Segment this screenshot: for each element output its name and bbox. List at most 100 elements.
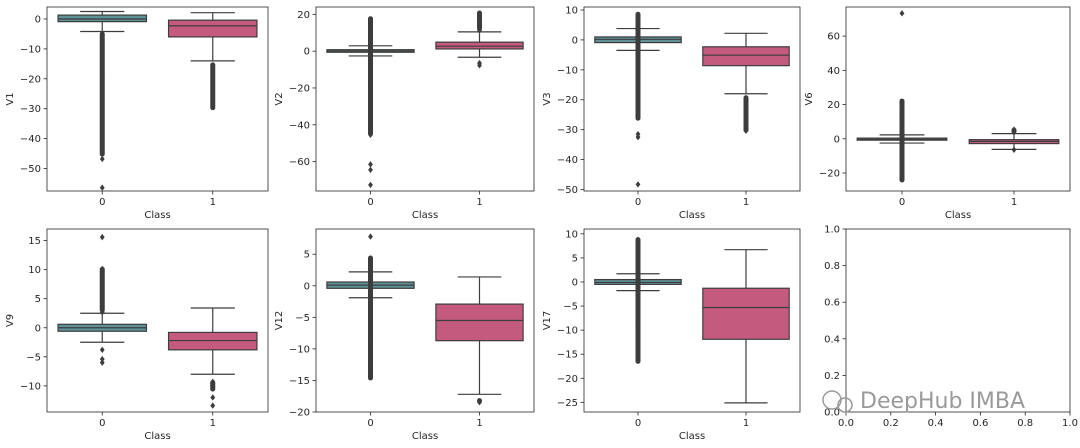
y-tick-label: −10	[557, 326, 578, 337]
outlier-marker	[99, 303, 105, 310]
box-class-0	[57, 10, 148, 191]
outlier-marker	[99, 82, 105, 89]
y-tick-label: 5	[35, 294, 41, 305]
x-tick-label: 0.4	[928, 418, 944, 429]
y-tick-label: −20	[819, 169, 840, 180]
outlier-point	[368, 166, 373, 174]
y-axis-label: V12	[274, 311, 285, 331]
box-class-1	[968, 126, 1060, 153]
outlier-marker	[899, 150, 905, 158]
y-axis-label: V1	[5, 92, 16, 105]
outlier-marker	[635, 317, 641, 325]
outlier-marker	[368, 20, 373, 27]
y-tick-label: 0	[572, 277, 578, 288]
outlier-marker	[635, 62, 641, 69]
outlier-marker	[743, 100, 749, 107]
box-iqr	[702, 287, 790, 340]
box-class-0	[57, 233, 148, 366]
watermark: DeepHub IMBA	[822, 389, 1025, 414]
outlier-marker	[368, 373, 373, 380]
x-tick-label: 0	[99, 197, 105, 208]
outlier-marker	[99, 268, 105, 275]
box-iqr	[435, 303, 524, 342]
box-class-0	[326, 16, 415, 189]
x-tick-label: 0	[899, 197, 905, 208]
box-class-0	[594, 236, 682, 364]
x-axis-label: Class	[144, 431, 170, 442]
outlier-marker	[368, 123, 373, 131]
y-tick-label: 0	[304, 281, 310, 292]
y-tick-label: 0.0	[824, 408, 840, 419]
outlier-marker	[899, 101, 905, 109]
outlier-marker	[635, 308, 641, 316]
outlier-point	[99, 233, 105, 241]
x-axis-label: Class	[679, 210, 705, 221]
outlier-point	[899, 10, 905, 17]
outlier-point	[1011, 146, 1017, 153]
outlier-marker	[635, 44, 641, 51]
x-axis-label: Class	[144, 210, 170, 221]
axes-frame	[315, 6, 535, 192]
y-tick-label: −5	[26, 352, 41, 363]
outlier-marker	[635, 110, 641, 118]
y-axis-label: V3	[542, 92, 553, 105]
y-tick-label: −20	[289, 408, 310, 419]
outlier-marker	[368, 31, 373, 38]
x-tick-label: 0.0	[838, 418, 854, 429]
watermark-text: DeepHub IMBA	[860, 389, 1025, 414]
outlier-marker	[99, 73, 105, 81]
box-class-1	[167, 12, 258, 111]
outlier-marker	[368, 290, 373, 297]
outlier-marker	[368, 349, 373, 356]
axes-frame	[315, 228, 535, 413]
outlier-marker	[635, 23, 641, 30]
outlier-marker	[368, 338, 373, 346]
y-tick-label: −10	[289, 344, 310, 355]
y-tick-label: 5	[572, 253, 578, 264]
subplot-V9: 15 10 5 0 −5 −10 0 1 Class V9	[5, 228, 269, 442]
outlier-marker	[477, 399, 482, 406]
outlier-marker	[635, 280, 641, 288]
y-tick-label: −20	[289, 83, 310, 94]
x-tick-label: 1	[1011, 197, 1017, 208]
outlier-marker	[368, 282, 373, 289]
axes-frame	[46, 6, 269, 192]
outlier-point	[210, 402, 216, 409]
outlier-marker	[635, 328, 641, 335]
outlier-cluster	[368, 16, 373, 136]
outlier-marker	[210, 91, 216, 98]
outlier-marker	[635, 104, 641, 112]
outlier-marker	[635, 348, 641, 355]
box-class-1	[435, 276, 524, 406]
outlier-marker	[635, 236, 641, 244]
x-tick-label: 0.8	[1017, 418, 1033, 429]
outlier-marker	[899, 108, 905, 115]
y-tick-label: −20	[20, 74, 41, 85]
y-tick-label: 0	[35, 14, 41, 25]
y-tick-label: −5	[563, 302, 578, 313]
x-tick-label: 0	[367, 418, 373, 429]
x-axis-label: Class	[679, 431, 705, 442]
box-class-1	[702, 32, 790, 134]
outlier-point	[635, 181, 641, 188]
outlier-marker	[368, 131, 373, 139]
outlier-marker	[210, 81, 216, 88]
y-tick-label: −60	[289, 157, 310, 168]
y-tick-label: −40	[20, 134, 41, 145]
outlier-marker	[99, 69, 105, 77]
outlier-point	[99, 184, 105, 191]
outlier-point	[99, 355, 105, 363]
y-tick-label: −40	[557, 155, 578, 166]
y-tick-label: −10	[557, 65, 578, 76]
y-tick-label: −10	[20, 44, 41, 55]
outlier-point	[210, 394, 216, 401]
outlier-marker	[368, 260, 373, 267]
outlier-marker	[635, 48, 641, 55]
outlier-cluster	[899, 98, 905, 183]
x-tick-label: 0	[367, 197, 373, 208]
outlier-marker	[210, 378, 216, 385]
y-tick-label: 0	[304, 47, 310, 58]
box-class-0	[594, 11, 682, 188]
outlier-marker	[899, 172, 905, 179]
axes-frame	[583, 6, 801, 192]
